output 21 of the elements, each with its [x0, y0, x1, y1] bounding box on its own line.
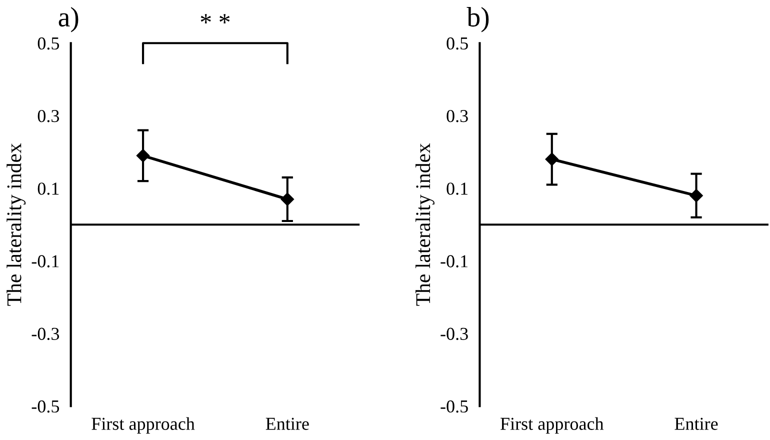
y-tick-label: -0.3 — [32, 328, 60, 340]
y-tick-label: 0.1 — [38, 182, 59, 195]
y-axis-title: The laterality index — [6, 143, 26, 306]
y-tick-label: -0.5 — [440, 400, 468, 413]
y-tick-label: 0.5 — [446, 37, 468, 50]
y-tick-label: 0.5 — [38, 37, 60, 50]
y-tick-label: -0.1 — [32, 255, 59, 268]
y-tick-label: 0.1 — [446, 182, 468, 195]
chart-title: a) — [58, 7, 78, 32]
x-tick-label: Entire — [674, 418, 718, 430]
y-tick-label: 0.3 — [446, 110, 468, 122]
y-tick-label: 0.3 — [38, 110, 60, 122]
y-tick-label: -0.5 — [32, 400, 60, 413]
x-tick-label: First approach — [92, 417, 195, 434]
x-tick-label: Entire — [266, 418, 309, 430]
y-tick-label: -0.1 — [440, 255, 468, 268]
y-axis-title: The laterality index — [416, 143, 434, 306]
chart-title: b) — [466, 7, 489, 32]
y-tick-label: -0.3 — [440, 328, 468, 340]
text: * * — [200, 14, 230, 24]
x-tick-label: First approach — [500, 417, 604, 434]
